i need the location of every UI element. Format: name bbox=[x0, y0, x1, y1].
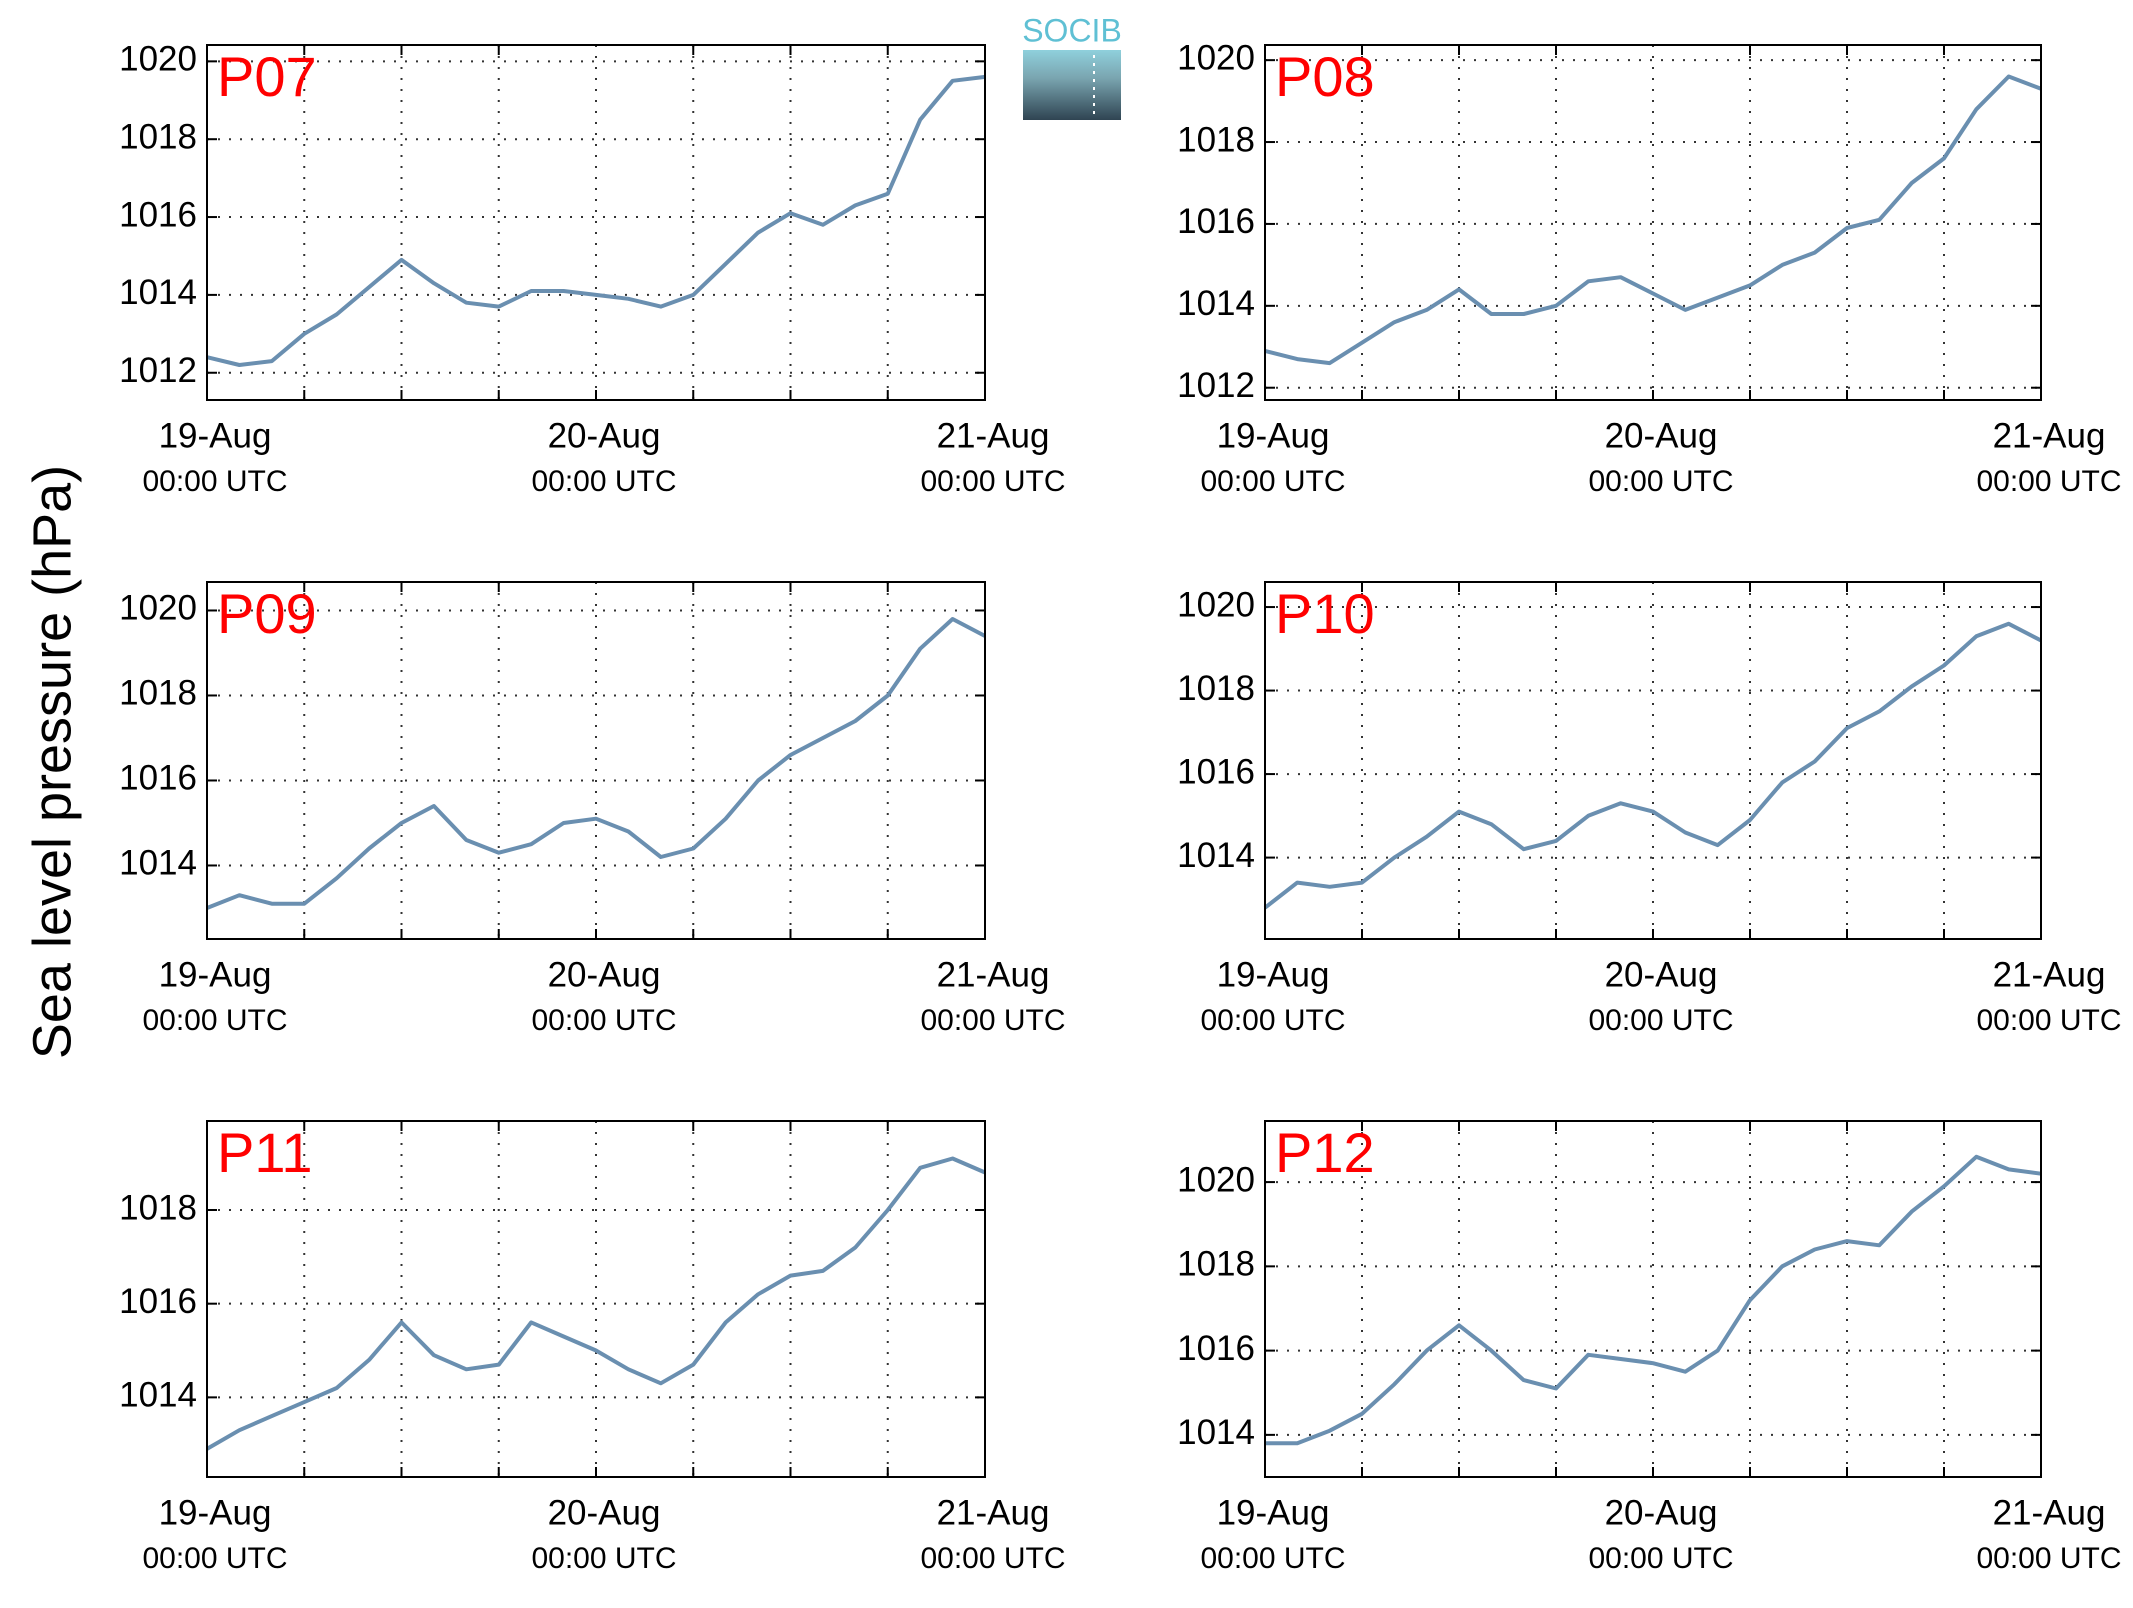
panel: 1014 1016 1018 1020 19-Aug 00:00 UTC 20-Aug 00:… bbox=[1177, 1120, 2122, 1575]
y-tick-label: 1014 bbox=[1177, 284, 1255, 323]
x-tick-sublabel: 00:00 UTC bbox=[531, 1542, 676, 1575]
logo-text: SOCIB bbox=[1022, 12, 1122, 48]
x-tick-sublabel: 00:00 UTC bbox=[531, 1004, 676, 1037]
panel-title: P10 bbox=[1275, 582, 1375, 645]
data-line bbox=[206, 74, 986, 367]
panel: 1012 1014 1016 1018 1020 19-Aug 00:00 UTC 20-Au… bbox=[1177, 38, 2121, 498]
y-tick-label: 1016 bbox=[1177, 1329, 1255, 1368]
x-tick-sublabel: 00:00 UTC bbox=[142, 1542, 287, 1575]
x-tick-sublabel: 00:00 UTC bbox=[920, 1004, 1065, 1037]
x-tick-sublabel: 00:00 UTC bbox=[1200, 1004, 1345, 1037]
y-tick-label: 1012 bbox=[119, 351, 197, 390]
x-tick-sublabel: 00:00 UTC bbox=[1976, 1542, 2121, 1575]
y-tick-label: 1016 bbox=[1177, 202, 1255, 241]
x-tick-sublabel: 00:00 UTC bbox=[531, 465, 676, 498]
y-tick-label: 1016 bbox=[119, 1282, 197, 1321]
y-tick-label: 1014 bbox=[1177, 1413, 1255, 1452]
y-tick-label: 1014 bbox=[119, 273, 197, 312]
x-tick-sublabel: 00:00 UTC bbox=[142, 465, 287, 498]
x-tick-label: 19-Aug bbox=[159, 1493, 272, 1532]
plot-area bbox=[207, 582, 985, 939]
x-tick-sublabel: 00:00 UTC bbox=[1588, 1542, 1733, 1575]
data-line bbox=[206, 617, 986, 910]
x-tick-label: 20-Aug bbox=[548, 955, 661, 994]
y-tick-label: 1020 bbox=[1177, 1160, 1255, 1199]
x-tick-label: 19-Aug bbox=[1217, 1493, 1330, 1532]
x-tick-sublabel: 00:00 UTC bbox=[1976, 1004, 2121, 1037]
x-tick-label: 19-Aug bbox=[159, 416, 272, 455]
panel: 1012 1014 1016 1018 1020 19-Aug 00:00 UTC 20-Au… bbox=[119, 40, 1065, 498]
y-tick-label: 1018 bbox=[119, 1188, 197, 1227]
logo: SOCIB bbox=[1022, 12, 1122, 120]
panel-title: P07 bbox=[217, 45, 317, 108]
data-line bbox=[1264, 74, 2042, 366]
data-line bbox=[1265, 1154, 2042, 1446]
x-tick-sublabel: 00:00 UTC bbox=[1588, 1004, 1733, 1037]
panel-title: P12 bbox=[1275, 1121, 1375, 1184]
y-tick-label: 1020 bbox=[119, 589, 197, 628]
y-tick-label: 1018 bbox=[119, 674, 197, 713]
x-tick-sublabel: 00:00 UTC bbox=[1200, 1542, 1345, 1575]
data-line bbox=[206, 1156, 986, 1451]
y-tick-label: 1020 bbox=[119, 40, 197, 79]
plot-frame bbox=[206, 1120, 986, 1478]
x-tick-sublabel: 00:00 UTC bbox=[920, 1542, 1065, 1575]
panel: 1014 1016 1018 1020 19-Aug 00:00 UTC 20-Aug 00:… bbox=[1177, 581, 2122, 1037]
x-tick-label: 20-Aug bbox=[548, 416, 661, 455]
x-tick-label: 21-Aug bbox=[1993, 416, 2106, 455]
x-tick-sublabel: 00:00 UTC bbox=[1588, 465, 1733, 498]
x-tick-label: 19-Aug bbox=[1217, 416, 1330, 455]
x-tick-label: 20-Aug bbox=[548, 1493, 661, 1532]
panel: 1014 1016 1018 19-Aug 00:00 UTC 20-Aug 00:00 U… bbox=[119, 1120, 1066, 1575]
panel-title: P08 bbox=[1275, 45, 1375, 108]
x-tick-label: 20-Aug bbox=[1605, 955, 1718, 994]
y-tick-label: 1014 bbox=[1177, 836, 1255, 875]
y-tick-label: 1018 bbox=[1177, 669, 1255, 708]
y-axis-label: Sea level pressure (hPa) bbox=[22, 465, 82, 1059]
plot-frame bbox=[1264, 1120, 2042, 1478]
x-tick-label: 21-Aug bbox=[937, 1493, 1050, 1532]
x-tick-label: 19-Aug bbox=[1217, 955, 1330, 994]
y-tick-label: 1016 bbox=[1177, 752, 1255, 791]
x-tick-sublabel: 00:00 UTC bbox=[1976, 465, 2121, 498]
x-tick-sublabel: 00:00 UTC bbox=[920, 465, 1065, 498]
panel-title: P11 bbox=[217, 1121, 312, 1184]
y-tick-label: 1018 bbox=[1177, 120, 1255, 159]
plot-frame bbox=[1264, 44, 2042, 401]
x-tick-label: 21-Aug bbox=[937, 955, 1050, 994]
y-tick-label: 1018 bbox=[1177, 1245, 1255, 1284]
x-tick-sublabel: 00:00 UTC bbox=[142, 1004, 287, 1037]
plot-frame bbox=[206, 581, 986, 940]
x-tick-label: 20-Aug bbox=[1605, 1493, 1718, 1532]
y-tick-label: 1016 bbox=[119, 195, 197, 234]
y-tick-label: 1018 bbox=[119, 117, 197, 156]
x-tick-label: 21-Aug bbox=[937, 416, 1050, 455]
y-tick-label: 1016 bbox=[119, 759, 197, 798]
y-tick-label: 1012 bbox=[1177, 366, 1255, 405]
plot-frame bbox=[1264, 581, 2042, 940]
x-tick-label: 19-Aug bbox=[159, 955, 272, 994]
data-line bbox=[1263, 621, 2042, 910]
y-tick-label: 1020 bbox=[1177, 585, 1255, 624]
logo-box bbox=[1023, 50, 1121, 120]
x-tick-sublabel: 00:00 UTC bbox=[1200, 465, 1345, 498]
x-tick-label: 21-Aug bbox=[1993, 955, 2106, 994]
plot-area bbox=[1265, 582, 2041, 939]
y-tick-label: 1020 bbox=[1177, 38, 1255, 77]
panel-title: P09 bbox=[217, 582, 317, 645]
y-tick-label: 1014 bbox=[119, 844, 197, 883]
plot-frame bbox=[206, 44, 986, 401]
x-tick-label: 21-Aug bbox=[1993, 1493, 2106, 1532]
panel: 1014 1016 1018 1020 19-Aug 00:00 UTC 20-Aug 00:… bbox=[119, 581, 1066, 1037]
y-tick-label: 1014 bbox=[119, 1376, 197, 1415]
x-tick-label: 20-Aug bbox=[1605, 416, 1718, 455]
